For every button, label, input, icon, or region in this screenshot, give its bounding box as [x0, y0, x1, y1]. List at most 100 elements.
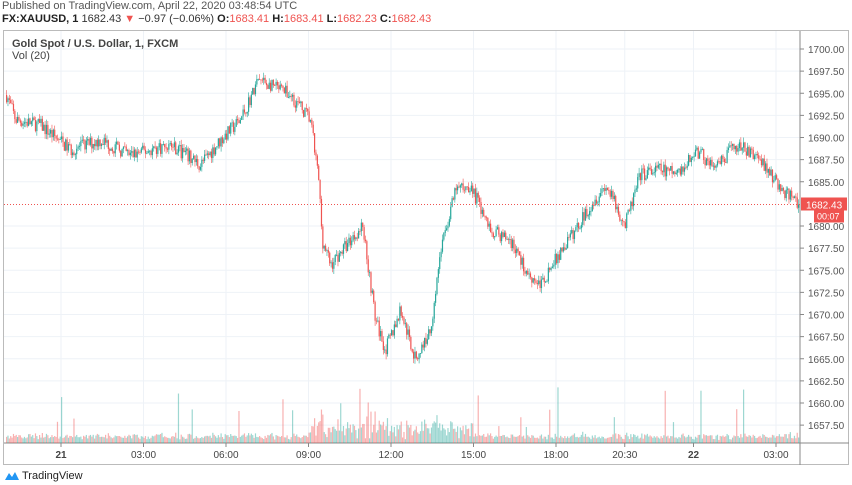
volume-bar	[675, 437, 677, 443]
y-tick-label: 1665.00	[808, 355, 845, 366]
volume-bar	[386, 418, 389, 443]
candle	[210, 151, 213, 159]
volume-bar	[756, 437, 758, 443]
candle	[452, 198, 455, 200]
volume-bar	[116, 436, 118, 443]
volume-bar	[787, 438, 789, 443]
candle	[366, 241, 368, 260]
volume-bar	[183, 437, 185, 443]
volume-bar	[263, 439, 265, 443]
volume-bar	[685, 437, 687, 443]
tradingview-logo[interactable]: TradingView	[4, 470, 83, 482]
candle	[573, 230, 576, 240]
volume-bar	[465, 425, 467, 443]
candle	[457, 186, 459, 191]
down-arrow-icon: ▼	[124, 13, 136, 25]
volume-bar	[55, 436, 57, 443]
volume-bar	[701, 438, 703, 443]
candle	[661, 171, 664, 173]
volume-bar	[619, 434, 621, 443]
volume-bar	[520, 417, 522, 443]
volume-bar	[403, 431, 405, 443]
candle	[572, 230, 574, 240]
candle	[418, 353, 420, 360]
volume-bar	[719, 435, 721, 443]
volume-bar	[293, 433, 295, 443]
candle	[121, 149, 123, 157]
candle	[294, 105, 296, 108]
candle	[678, 168, 680, 170]
candle	[330, 262, 332, 264]
volume-bar	[781, 436, 783, 443]
candle	[531, 277, 533, 283]
candle	[85, 140, 87, 150]
candle	[345, 241, 347, 252]
candle	[323, 245, 325, 249]
candle	[781, 188, 783, 192]
y-tick-label: 1687.50	[808, 156, 845, 167]
candle	[542, 277, 544, 280]
candle	[341, 251, 343, 254]
candle	[397, 318, 400, 321]
volume-bar	[477, 395, 479, 443]
volume-bar	[26, 437, 28, 443]
volume-bar	[562, 438, 565, 443]
volume-bar	[572, 434, 574, 443]
candle	[89, 137, 92, 145]
volume-bar	[573, 433, 576, 443]
candle	[762, 158, 764, 166]
candle	[403, 317, 405, 324]
volume-bar	[292, 410, 294, 443]
chart-frame	[3, 30, 849, 465]
candle	[751, 148, 753, 150]
candle	[127, 150, 129, 152]
volume-bar	[773, 435, 775, 443]
low-value: 1682.23	[337, 13, 377, 25]
volume-bar	[166, 437, 169, 443]
volume-bar	[73, 418, 75, 443]
volume-bar	[693, 439, 695, 443]
volume-bar	[557, 387, 559, 443]
volume-bar	[430, 427, 433, 443]
volume-bar	[94, 438, 96, 443]
candle	[176, 152, 178, 155]
open-label: O:	[217, 13, 230, 25]
volume-bar	[707, 435, 709, 443]
volume-bar	[270, 434, 272, 443]
volume-bar	[264, 435, 266, 443]
candle	[154, 146, 156, 148]
candle	[623, 221, 625, 223]
candle	[165, 147, 167, 149]
candle	[649, 167, 651, 170]
volume-bar	[502, 434, 504, 443]
volume-bar	[512, 434, 514, 443]
volume-bar	[650, 436, 653, 443]
candle	[677, 169, 679, 173]
candle	[83, 139, 85, 141]
volume-bar	[212, 432, 214, 443]
volume-bar	[157, 434, 159, 443]
candle	[67, 144, 70, 151]
candle	[94, 144, 96, 147]
volume-bar	[593, 437, 595, 443]
volume-bar	[127, 436, 129, 443]
x-tick-label: 21	[55, 450, 67, 461]
volume-bar	[578, 437, 580, 443]
candle	[202, 159, 204, 161]
candle	[263, 77, 265, 81]
volume-bar	[217, 435, 219, 443]
candle	[576, 222, 578, 228]
candle	[231, 122, 233, 124]
candle	[10, 99, 12, 104]
last-price-label: 1682.43	[806, 200, 843, 211]
candle	[227, 126, 229, 140]
y-tick-label: 1667.50	[808, 333, 845, 344]
candle	[734, 145, 736, 150]
volume-bar	[763, 434, 765, 443]
volume-bar	[231, 435, 233, 443]
candle	[685, 167, 687, 169]
volume-bar	[275, 435, 277, 443]
volume-bar	[730, 439, 732, 443]
candle	[642, 168, 644, 170]
